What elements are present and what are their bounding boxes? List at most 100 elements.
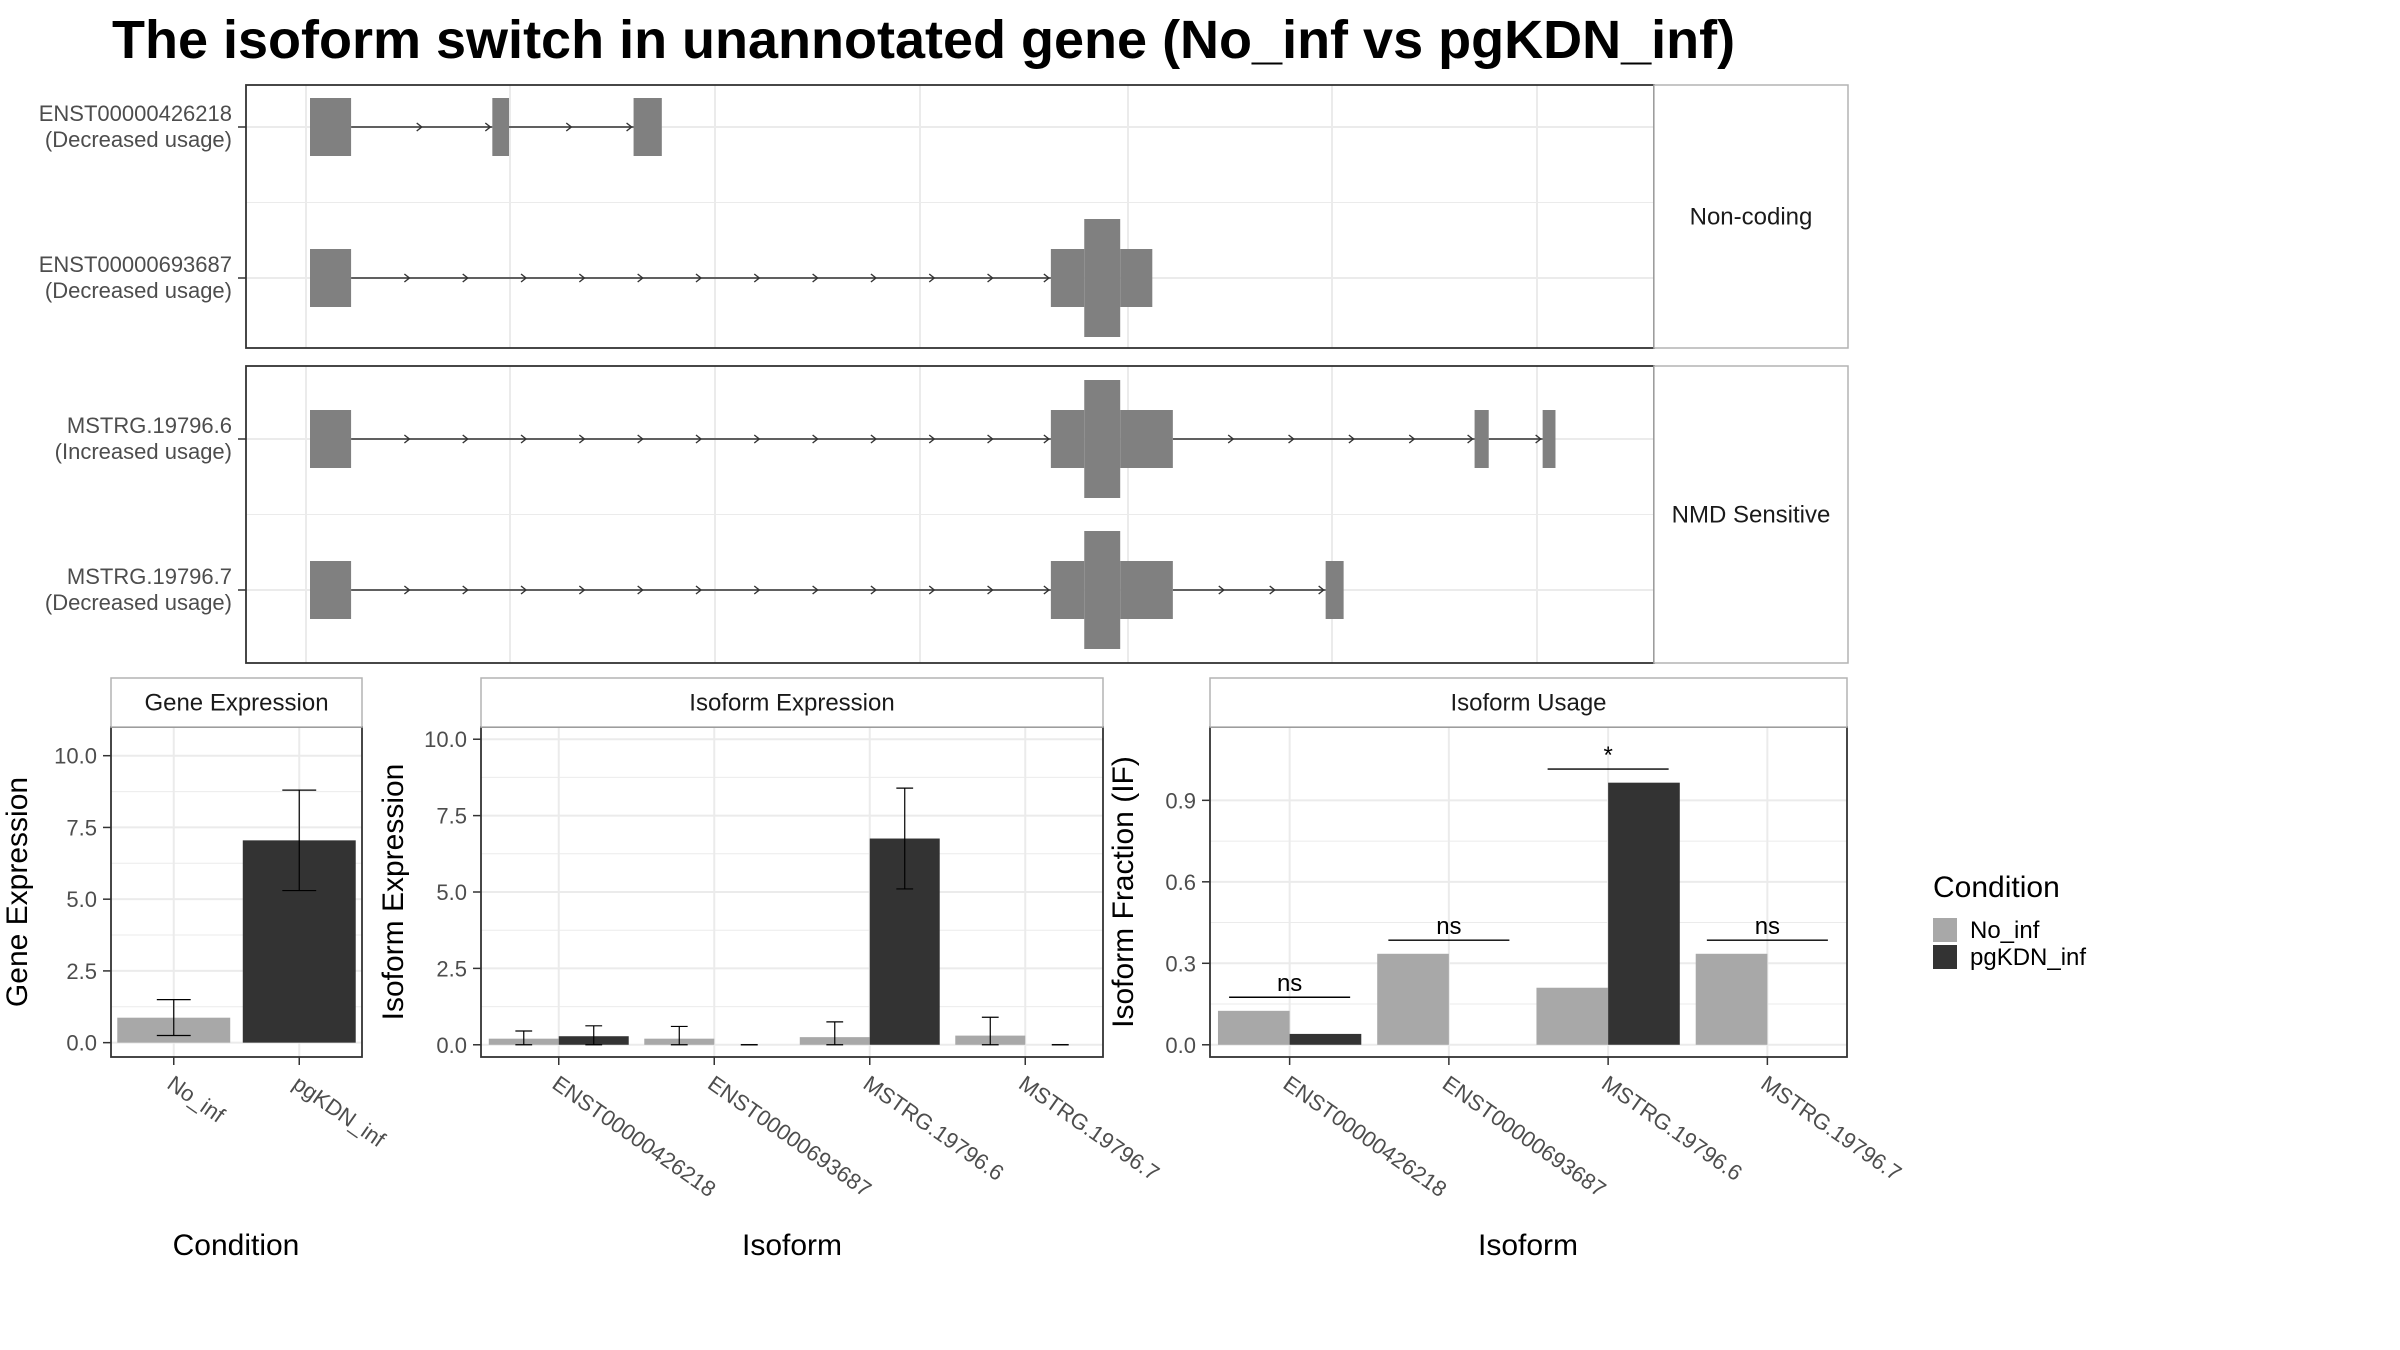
intron-arrow <box>928 585 936 595</box>
intron-arrow <box>578 585 586 595</box>
legend-label: No_inf <box>1970 917 2040 944</box>
transcript-ENST00000693687: ENST00000693687(Decreased usage) <box>39 219 1153 337</box>
intron-arrow <box>695 585 703 595</box>
panel-title: Isoform Expression <box>689 690 894 717</box>
intron-arrow <box>1043 273 1050 283</box>
intron-arrow <box>987 434 994 444</box>
intron-arrow <box>695 273 703 283</box>
bar-pgKDN_inf-ENST00000426218 <box>1289 1033 1362 1045</box>
intron-arrow <box>695 434 703 444</box>
transcript-usage-label: (Decreased usage) <box>45 127 232 152</box>
panel-strip <box>1209 677 1848 728</box>
intron-arrow <box>578 434 586 444</box>
x-tick-label: MSTRG.19796.6 <box>859 1071 1009 1186</box>
transcript-usage-label: (Decreased usage) <box>45 278 232 303</box>
intron-arrow <box>1318 585 1325 595</box>
intron-arrow <box>870 434 878 444</box>
utr-exon <box>310 410 352 468</box>
intron-arrow <box>1269 585 1276 595</box>
significance-label: * <box>1603 742 1612 769</box>
intron-arrow <box>462 273 469 283</box>
significance-label: ns <box>1436 913 1461 940</box>
transcript-id-label: MSTRG.19796.7 <box>67 564 232 589</box>
panel-title: Isoform Usage <box>1450 690 1606 717</box>
y-tick-label: 0.6 <box>1165 870 1196 895</box>
transcript-id-label: ENST00000426218 <box>39 101 232 126</box>
utr-exon <box>310 98 352 156</box>
intron-arrow <box>1288 434 1295 444</box>
intron-arrow <box>637 434 644 444</box>
intron-arrow <box>578 273 586 283</box>
x-axis-title: Isoform <box>742 1229 842 1262</box>
intron-arrow <box>565 122 573 132</box>
x-tick-label: ENST00000693687 <box>1438 1071 1611 1202</box>
utr-exon <box>310 561 352 619</box>
utr-exon <box>1542 410 1556 468</box>
y-axis-title: Gene Expression <box>1 777 34 1007</box>
utr-exon <box>310 249 352 307</box>
intron-arrow <box>1043 585 1050 595</box>
utr-exon <box>1120 249 1153 307</box>
structure-panel-background <box>246 85 1654 348</box>
facet-strip <box>1653 365 1849 664</box>
intron-arrow <box>1218 585 1225 595</box>
x-tick-label: MSTRG.19796.7 <box>1014 1071 1164 1186</box>
transcript-id-label: ENST00000693687 <box>39 252 232 277</box>
bar-No_inf-ENST00000426218 <box>1217 1010 1290 1045</box>
utr-exon <box>633 98 662 156</box>
intron-arrow <box>1535 434 1542 444</box>
transcript-usage-label: (Increased usage) <box>55 439 232 464</box>
intron-arrow <box>753 434 761 444</box>
x-tick-label: ENST00000426218 <box>548 1071 721 1202</box>
panel-title: Gene Expression <box>144 690 328 717</box>
intron-arrow <box>1227 434 1235 444</box>
bar-pgKDN_inf-MSTRG.19796.6 <box>1608 782 1680 1045</box>
y-tick-label: 7.5 <box>66 815 97 840</box>
y-tick-label: 7.5 <box>436 804 467 829</box>
bar-No_inf-ENST00000693687 <box>1377 953 1449 1045</box>
x-tick-label: ENST00000693687 <box>703 1071 876 1202</box>
transcript-MSTRG.19796.6: MSTRG.19796.6(Increased usage) <box>55 380 1556 498</box>
utr-exon <box>1474 410 1489 468</box>
bar-chart-panels: Gene Expression 0.0 2.5 5.0 7.5 10.0 No_inf pgK… <box>1 677 1907 1262</box>
utr-exon <box>1050 249 1085 307</box>
cds-exon <box>1084 380 1121 498</box>
structure-facet-nmd-sensitive: MSTRG.19796.6(Increased usage) MSTRG.1979… <box>45 365 1849 664</box>
utr-exon <box>1325 561 1344 619</box>
y-axis-title: Isoform Expression <box>377 764 410 1021</box>
utr-exon <box>1120 561 1173 619</box>
bar-panel-0: Gene Expression 0.0 2.5 5.0 7.5 10.0 No_inf pgK… <box>1 677 391 1262</box>
intron-arrow <box>812 585 819 595</box>
y-tick-label: 2.5 <box>66 959 97 984</box>
y-tick-label: 0.0 <box>436 1033 467 1058</box>
x-tick-label: pgKDN_inf <box>288 1071 390 1153</box>
intron-arrow <box>520 273 528 283</box>
utr-exon <box>492 98 510 156</box>
x-tick-label: ENST00000426218 <box>1279 1071 1452 1202</box>
y-tick-label: 5.0 <box>66 887 97 912</box>
intron-arrow <box>753 273 761 283</box>
intron-arrow <box>1467 434 1474 444</box>
intron-arrow <box>812 434 819 444</box>
y-tick-label: 10.0 <box>54 744 97 769</box>
y-tick-label: 5.0 <box>436 880 467 905</box>
legend-label: pgKDN_inf <box>1970 944 2086 971</box>
bar-panel-2: ns ns * ns Isoform Usage 0.0 0.3 0.6 0.9 ENST0000… <box>1107 677 1907 1262</box>
intron-arrow <box>403 434 411 444</box>
intron-arrow <box>987 585 994 595</box>
intron-arrow <box>928 434 936 444</box>
legend-swatch-No_inf <box>1933 918 1957 942</box>
intron-arrow <box>403 273 411 283</box>
y-tick-label: 2.5 <box>436 956 467 981</box>
intron-arrow <box>753 585 761 595</box>
intron-arrow <box>520 434 528 444</box>
cds-exon <box>1084 219 1121 337</box>
y-tick-label: 0.0 <box>66 1031 97 1056</box>
intron-arrow <box>812 273 819 283</box>
significance-label: ns <box>1755 913 1780 940</box>
intron-arrow <box>870 273 878 283</box>
intron-arrow <box>1043 434 1050 444</box>
legend-title: Condition <box>1933 871 2060 904</box>
x-tick-label: MSTRG.19796.7 <box>1757 1071 1907 1186</box>
